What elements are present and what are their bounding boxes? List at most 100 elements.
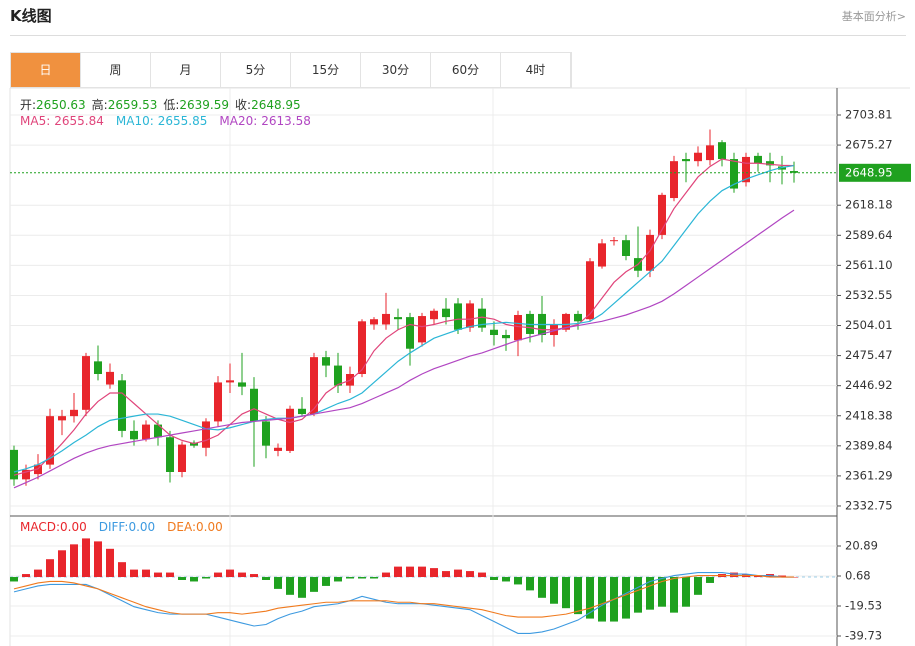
- ohlc-key: 收:: [235, 98, 252, 112]
- macd-bar: [670, 577, 678, 613]
- macd-bar: [70, 544, 78, 578]
- candle-body: [202, 421, 210, 448]
- macd-bar: [238, 572, 246, 578]
- y-tick-label: 2475.47: [845, 348, 893, 362]
- period-tab[interactable]: 4时: [501, 53, 571, 87]
- candle-body: [586, 261, 594, 320]
- macd-value: 0.00: [60, 520, 87, 534]
- period-tab[interactable]: 15分: [291, 53, 361, 87]
- macd-bar: [346, 577, 354, 579]
- candle-body: [622, 240, 630, 256]
- candle-body: [286, 408, 294, 451]
- y-tick-label: 2504.01: [845, 318, 893, 332]
- y-tick-label: 2561.10: [845, 258, 893, 272]
- period-tab[interactable]: 日: [11, 53, 81, 87]
- y-tick-label: 0.68: [845, 569, 871, 583]
- macd-bar: [538, 577, 546, 598]
- candle-body: [106, 371, 114, 385]
- candle-body: [790, 171, 798, 173]
- macd-name: DIFF:: [98, 520, 129, 534]
- candle-body: [418, 316, 426, 343]
- candle-body: [730, 159, 738, 189]
- macd-bar: [34, 569, 42, 578]
- y-tick-label: -19.53: [845, 599, 882, 613]
- candle-body: [130, 430, 138, 440]
- y-tick-label: 2618.18: [845, 198, 893, 212]
- macd-bar: [646, 577, 654, 610]
- candle-body: [166, 437, 174, 472]
- period-tab[interactable]: 周: [81, 53, 151, 87]
- macd-bar: [358, 577, 366, 579]
- macd-bar: [514, 577, 522, 585]
- macd-bar: [406, 566, 414, 578]
- ohlc-key: 开:: [20, 98, 37, 112]
- macd-bar: [178, 577, 186, 580]
- candle-body: [322, 357, 330, 366]
- y-tick-label: 2418.38: [845, 408, 893, 422]
- macd-bar: [418, 566, 426, 578]
- candle-body: [514, 314, 522, 341]
- fundamental-link[interactable]: 基本面分析>: [841, 10, 906, 23]
- candle-body: [46, 416, 54, 465]
- y-tick-label: 2332.75: [845, 498, 893, 512]
- candle-body: [502, 335, 510, 339]
- candle-body: [118, 380, 126, 431]
- candle-body: [154, 424, 162, 438]
- macd-bar: [274, 577, 282, 589]
- macd-bar: [502, 577, 510, 582]
- candle-body: [262, 421, 270, 446]
- separator: [10, 35, 906, 36]
- macd-bar: [46, 559, 54, 578]
- macd-value: 0.00: [128, 520, 156, 534]
- macd-name: DEA:: [167, 520, 197, 534]
- ohlc-value: 2650.63: [36, 98, 86, 112]
- period-tab[interactable]: 5分: [221, 53, 291, 87]
- ohlc-value: 2648.95: [251, 98, 301, 112]
- candle-body: [754, 155, 762, 164]
- macd-bar: [754, 575, 762, 578]
- macd-bar: [634, 577, 642, 613]
- macd-bar: [286, 577, 294, 595]
- candle-body: [334, 365, 342, 386]
- period-tab[interactable]: 30分: [361, 53, 431, 87]
- macd-bar: [706, 577, 714, 583]
- y-tick-label: 2589.64: [845, 228, 893, 242]
- candle-body: [430, 310, 438, 320]
- period-tab[interactable]: 月: [151, 53, 221, 87]
- macd-bar: [10, 577, 18, 582]
- candle-body: [466, 303, 474, 328]
- macd-bar: [250, 574, 258, 578]
- macd-bar: [598, 577, 606, 622]
- y-tick-label: 2389.84: [845, 438, 893, 452]
- macd-legend: MACD:0.00 DIFF:0.00 DEA:0.00: [20, 520, 235, 534]
- y-tick-label: 2446.92: [845, 378, 893, 392]
- period-tab[interactable]: 60分: [431, 53, 501, 87]
- page-title: K线图: [10, 7, 52, 25]
- ma-line: [13, 164, 795, 473]
- macd-bar: [382, 572, 390, 578]
- y-tick-label: 2532.55: [845, 288, 893, 302]
- candle-body: [394, 317, 402, 320]
- candle-body: [478, 308, 486, 328]
- candle-body: [82, 356, 90, 410]
- candle-body: [274, 447, 282, 451]
- macd-bar: [370, 577, 378, 579]
- candle-body: [226, 380, 234, 383]
- candle-body: [442, 308, 450, 318]
- candle-body: [574, 313, 582, 322]
- macd-bar: [658, 577, 666, 607]
- candle-body: [694, 152, 702, 162]
- candle-body: [214, 382, 222, 422]
- candle-body: [250, 388, 258, 422]
- candle-body: [142, 424, 150, 440]
- candle-body: [766, 161, 774, 166]
- macd-bar: [466, 571, 474, 578]
- macd-bar: [526, 577, 534, 591]
- candle-body: [382, 313, 390, 325]
- macd-bar: [682, 577, 690, 607]
- ma-name: MA5:: [20, 114, 51, 128]
- ohlc-legend: 开:2650.63 高:2659.53 低:2639.59 收:2648.95: [20, 96, 307, 113]
- candle-body: [682, 159, 690, 162]
- macd-value: 0.00: [196, 520, 223, 534]
